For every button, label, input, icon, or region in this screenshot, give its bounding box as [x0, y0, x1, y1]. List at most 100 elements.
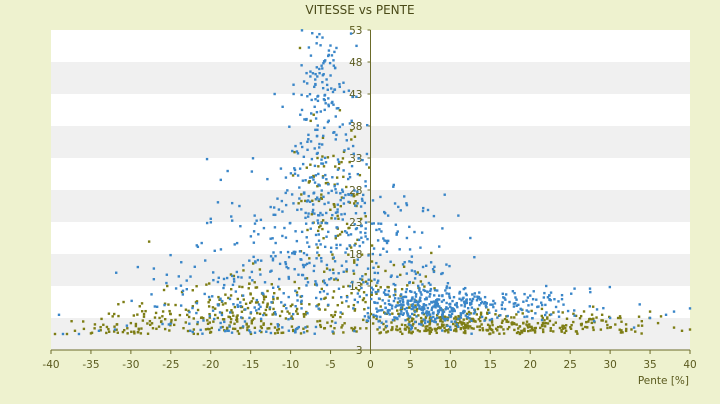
- data-point: [437, 310, 440, 314]
- data-point: [334, 165, 337, 168]
- data-point: [476, 295, 479, 298]
- data-point: [573, 287, 576, 290]
- data-point: [548, 319, 552, 323]
- data-point: [445, 301, 448, 305]
- data-point: [408, 306, 411, 309]
- data-point: [262, 226, 266, 230]
- data-point: [340, 301, 344, 304]
- data-point: [341, 157, 345, 160]
- data-point: [262, 323, 265, 326]
- data-point: [648, 310, 652, 313]
- data-point: [404, 328, 407, 331]
- data-point: [365, 327, 368, 330]
- data-point: [251, 297, 255, 300]
- data-point: [235, 270, 239, 274]
- data-point: [232, 280, 236, 283]
- data-point: [420, 293, 423, 296]
- data-point: [332, 202, 336, 206]
- data-point: [347, 233, 350, 237]
- data-point: [248, 301, 252, 305]
- data-point: [265, 305, 269, 309]
- data-point: [448, 313, 451, 317]
- data-point: [97, 329, 101, 332]
- data-point: [564, 329, 568, 333]
- data-point: [402, 303, 405, 307]
- data-point: [339, 192, 342, 195]
- data-point: [208, 282, 211, 285]
- data-point: [493, 302, 497, 305]
- data-point: [298, 197, 301, 200]
- data-point: [413, 306, 416, 309]
- data-point: [365, 152, 369, 156]
- data-point: [191, 330, 194, 334]
- data-point: [290, 325, 294, 328]
- data-point: [262, 298, 266, 301]
- data-point: [424, 329, 428, 333]
- data-point: [505, 319, 508, 322]
- data-point: [486, 323, 490, 326]
- data-point: [358, 173, 362, 177]
- data-point: [121, 330, 125, 334]
- data-point: [407, 327, 411, 330]
- data-point: [253, 317, 256, 320]
- data-point: [299, 142, 303, 145]
- data-point: [400, 297, 403, 300]
- data-point: [426, 290, 429, 294]
- data-point: [280, 310, 284, 313]
- data-point: [301, 263, 305, 267]
- data-point: [426, 320, 430, 323]
- data-point: [266, 327, 269, 330]
- data-point: [130, 330, 133, 334]
- data-point: [370, 244, 374, 247]
- data-point: [500, 303, 504, 307]
- data-point: [421, 311, 424, 315]
- data-point: [471, 293, 474, 296]
- data-point: [338, 82, 341, 86]
- data-point: [319, 44, 322, 47]
- data-point: [425, 264, 428, 267]
- data-point: [206, 319, 209, 322]
- data-point: [541, 316, 544, 320]
- data-point: [435, 301, 439, 305]
- data-point: [152, 277, 156, 281]
- data-point: [322, 134, 325, 138]
- data-point: [454, 315, 457, 319]
- data-point: [291, 252, 294, 255]
- data-point: [368, 316, 371, 320]
- data-point: [300, 193, 303, 196]
- data-point: [355, 263, 359, 267]
- data-point: [352, 303, 356, 307]
- data-point: [232, 327, 235, 330]
- data-point: [606, 326, 609, 330]
- data-point: [403, 195, 406, 198]
- data-point: [323, 202, 326, 206]
- data-point: [276, 328, 279, 332]
- data-point: [433, 304, 436, 307]
- data-point: [490, 317, 494, 321]
- data-point: [396, 309, 399, 312]
- data-point: [321, 227, 324, 231]
- data-point: [191, 305, 195, 308]
- data-point: [381, 299, 384, 302]
- data-point: [364, 221, 368, 224]
- data-point: [174, 287, 178, 290]
- data-point: [73, 329, 77, 332]
- data-point: [272, 298, 275, 301]
- data-point: [314, 233, 318, 237]
- data-point: [608, 326, 612, 329]
- data-point: [320, 162, 323, 165]
- data-point: [445, 286, 448, 290]
- data-point: [132, 330, 136, 333]
- data-point: [278, 262, 282, 266]
- data-point: [470, 302, 473, 306]
- data-point: [540, 314, 543, 318]
- data-point: [343, 212, 346, 216]
- data-point: [287, 329, 291, 332]
- data-point: [315, 110, 319, 114]
- data-point: [254, 286, 257, 289]
- data-point: [356, 300, 359, 304]
- data-point: [457, 317, 460, 321]
- data-point: [238, 285, 241, 288]
- data-point: [410, 307, 413, 311]
- data-point: [544, 321, 548, 325]
